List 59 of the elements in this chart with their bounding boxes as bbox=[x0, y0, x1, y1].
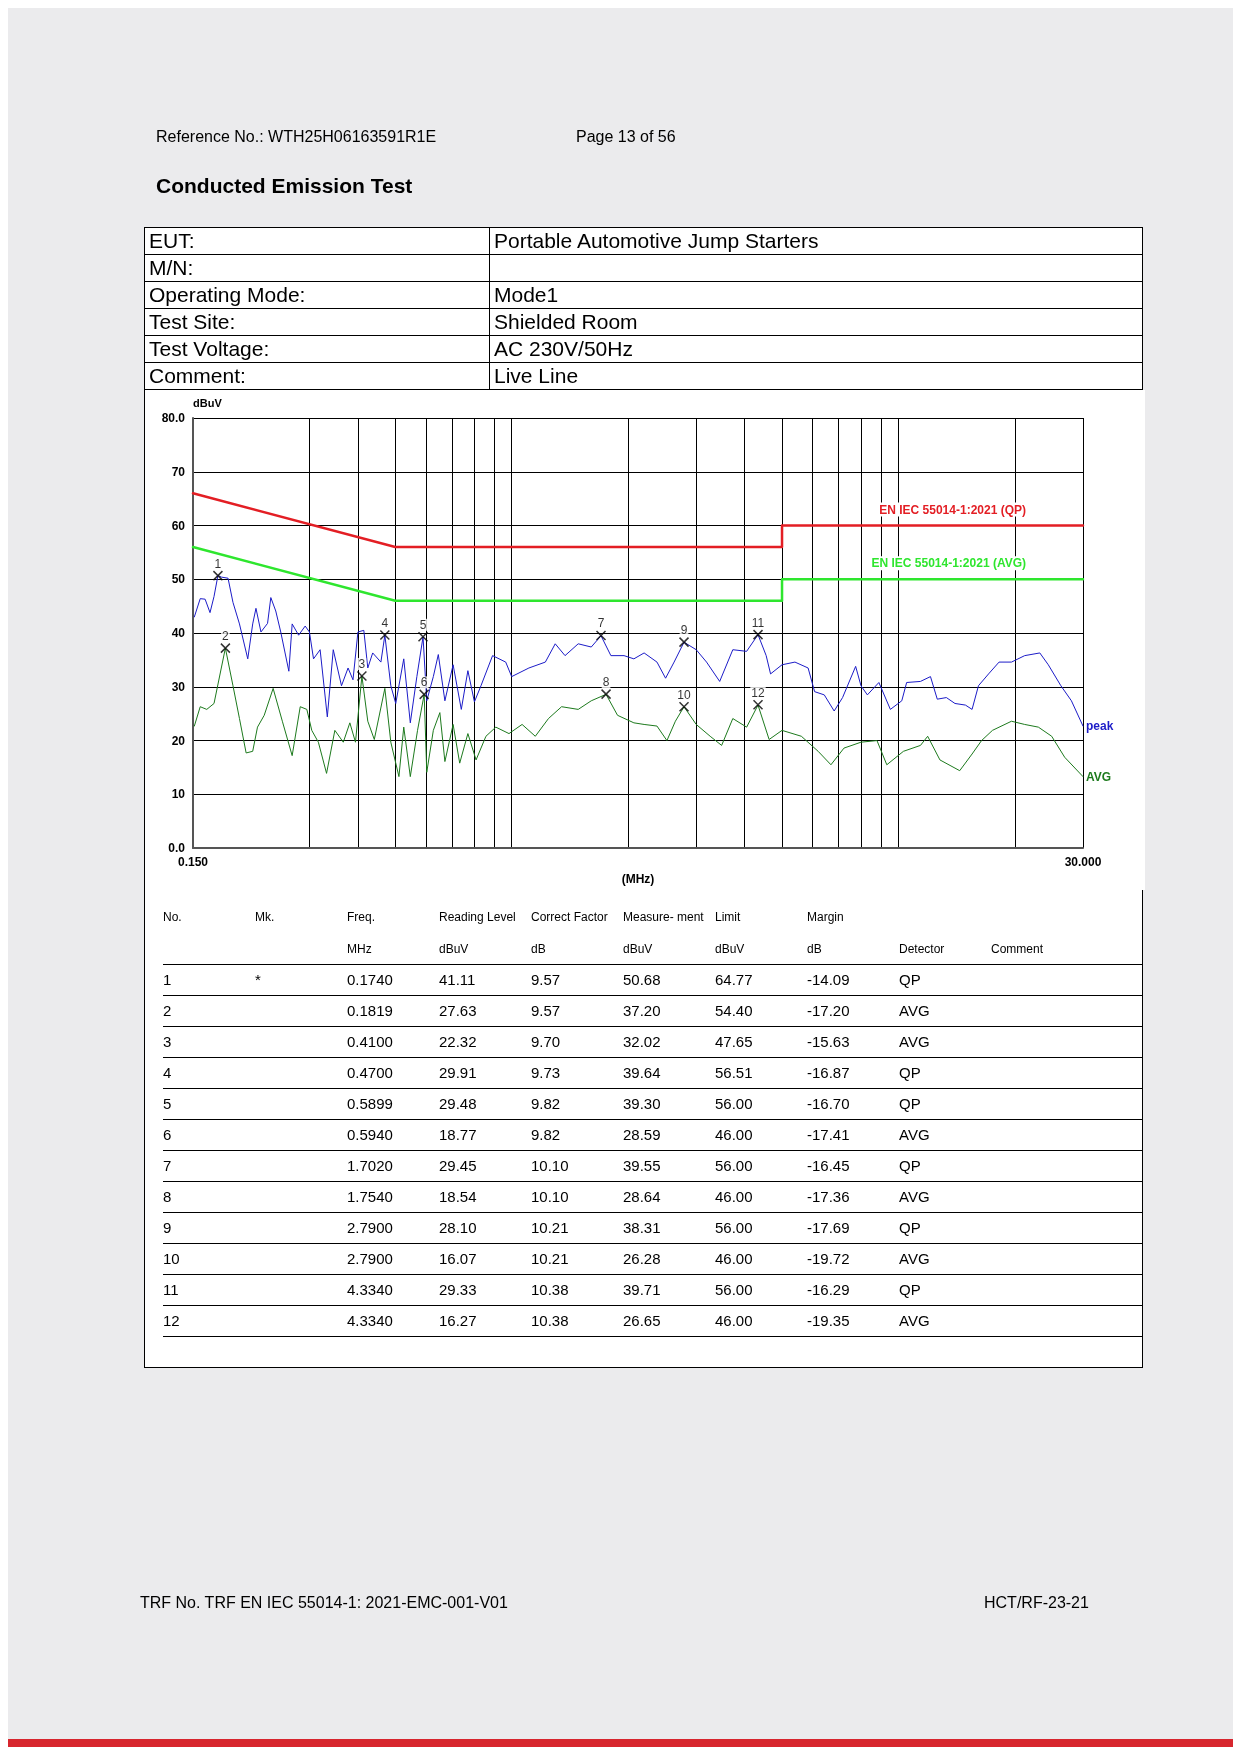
text: Mode1 bbox=[493, 282, 560, 308]
text: Portable Automotive Jump Starters bbox=[493, 228, 820, 254]
annotation: 12 bbox=[751, 685, 766, 700]
text: 3 0.4100 22.32 9.70 32.02 47.65 -15.63 AVG bbox=[163, 1027, 1142, 1058]
y-tick-label: 60 bbox=[171, 518, 186, 533]
annotation: 10 bbox=[677, 687, 692, 702]
text: MHz dBuV dB dBuV dBuV dB Detector Comment bbox=[163, 934, 1142, 965]
y-axis-title: dBuV bbox=[193, 396, 223, 409]
y-tick-label: 30 bbox=[171, 679, 186, 694]
text: 7 1.7020 29.45 10.10 39.55 56.00 -16.45 QP bbox=[163, 1151, 1142, 1182]
annotation: 5 bbox=[419, 617, 427, 632]
text: 2 0.1819 27.63 9.57 37.20 54.40 -17.20 AVG bbox=[163, 996, 1142, 1027]
series-label: AVG bbox=[1086, 769, 1112, 784]
annotation: 9 bbox=[680, 623, 688, 638]
text: 11 4.3340 29.33 10.38 39.71 56.00 -16.29 QP bbox=[163, 1275, 1142, 1306]
annotation: 2 bbox=[222, 629, 230, 644]
y-tick-label: 10 bbox=[171, 787, 186, 802]
text: 8 1.7540 18.54 10.10 28.64 46.00 -17.36 AVG bbox=[163, 1182, 1142, 1213]
text: 4 0.4700 29.91 9.73 39.64 56.51 -16.87 QP bbox=[163, 1058, 1142, 1089]
text: Test Voltage: bbox=[145, 336, 490, 362]
annotation: 1 bbox=[214, 556, 222, 571]
text: M/N: bbox=[145, 255, 490, 281]
y-tick-label: 40 bbox=[171, 626, 186, 641]
text: 10 2.7900 16.07 10.21 26.28 46.00 -19.72 AVG bbox=[163, 1244, 1142, 1275]
y-tick-label: 0.0 bbox=[168, 841, 186, 856]
annotation: 7 bbox=[597, 616, 605, 631]
text: 1 * 0.1740 41.11 9.57 50.68 64.77 -14.09 QP bbox=[163, 965, 1142, 996]
text: 5 0.5899 29.48 9.82 39.30 56.00 -16.70 QP bbox=[163, 1089, 1142, 1120]
y-tick-label: 70 bbox=[171, 464, 186, 479]
text: Shielded Room bbox=[493, 309, 639, 335]
annotation: 3 bbox=[358, 656, 366, 671]
annotation: 6 bbox=[420, 675, 428, 690]
y-tick-label: 80.0 bbox=[161, 411, 186, 425]
series-label: EN IEC 55014-1:2021 (AVG) bbox=[871, 556, 1026, 571]
y-tick-label: 20 bbox=[171, 733, 186, 748]
text: Page 13 of 56 bbox=[576, 128, 676, 146]
text: 9 2.7900 28.10 10.21 38.31 56.00 -17.69 QP bbox=[163, 1213, 1142, 1244]
text: 12 4.3340 16.27 10.38 26.65 46.00 -19.35 AVG bbox=[163, 1306, 1142, 1337]
x-tick-label: 30.000 bbox=[1064, 855, 1102, 870]
text: Reference No.: WTH25H06163591R1E bbox=[156, 128, 437, 146]
text: EUT: bbox=[145, 228, 490, 254]
series-label: peak bbox=[1086, 719, 1114, 734]
x-axis-title: (MHz) bbox=[621, 872, 655, 886]
annotation: 4 bbox=[381, 615, 389, 630]
x-tick-label: 0.150 bbox=[177, 855, 209, 870]
series-label: EN IEC 55014-1:2021 (QP) bbox=[879, 502, 1026, 517]
chart-title: Conducted Emission Test bbox=[156, 174, 413, 198]
annotation: 8 bbox=[602, 675, 610, 690]
text: Comment: bbox=[145, 363, 490, 389]
text: Live Line bbox=[493, 363, 580, 389]
text: Operating Mode: bbox=[145, 282, 490, 308]
text: 6 0.5940 18.77 9.82 28.59 46.00 -17.41 AVG bbox=[163, 1120, 1142, 1151]
text: Test Site: bbox=[145, 309, 490, 335]
text: AC 230V/50Hz bbox=[493, 336, 634, 362]
text: No. Mk. Freq. Reading Level Correct Factor Measure- ment Limit Margin bbox=[163, 909, 845, 926]
y-tick-label: 50 bbox=[171, 572, 186, 587]
text: TRF No. TRF EN IEC 55014-1: 2021-EMC-001-V01 bbox=[140, 1594, 508, 1612]
text: HCT/RF-23-21 bbox=[984, 1594, 1089, 1612]
annotation: 11 bbox=[751, 615, 765, 630]
